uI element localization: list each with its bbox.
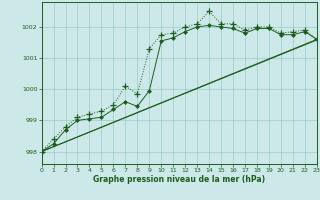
X-axis label: Graphe pression niveau de la mer (hPa): Graphe pression niveau de la mer (hPa) (93, 175, 265, 184)
